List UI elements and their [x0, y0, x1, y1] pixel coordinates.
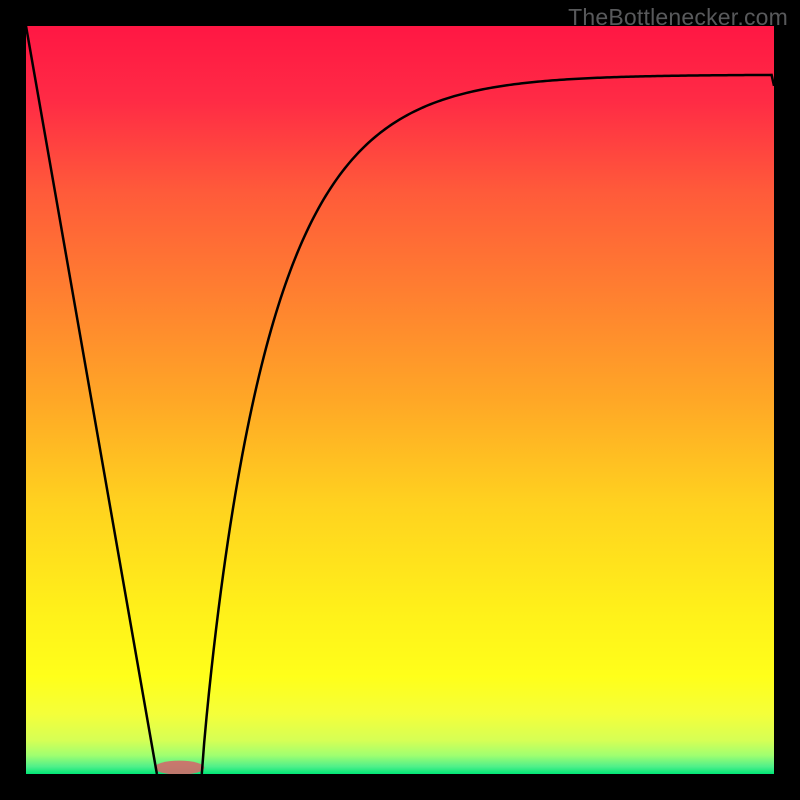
chart-svg: [0, 0, 800, 800]
minimum-marker: [154, 761, 204, 775]
chart-frame: TheBottlenecker.com: [0, 0, 800, 800]
watermark-text: TheBottlenecker.com: [568, 4, 788, 31]
